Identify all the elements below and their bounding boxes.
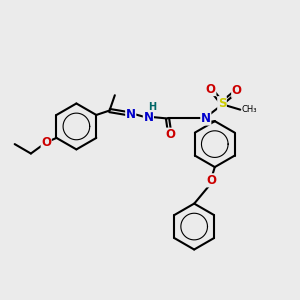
Text: H: H — [148, 102, 156, 112]
Text: O: O — [206, 82, 216, 95]
Text: CH₃: CH₃ — [242, 105, 257, 114]
Text: O: O — [41, 136, 51, 149]
Text: O: O — [165, 128, 175, 141]
Text: S: S — [218, 97, 226, 110]
Text: O: O — [206, 174, 216, 187]
Text: N: N — [143, 110, 153, 124]
Text: O: O — [232, 84, 242, 97]
Text: N: N — [201, 112, 211, 125]
Text: N: N — [126, 108, 136, 121]
